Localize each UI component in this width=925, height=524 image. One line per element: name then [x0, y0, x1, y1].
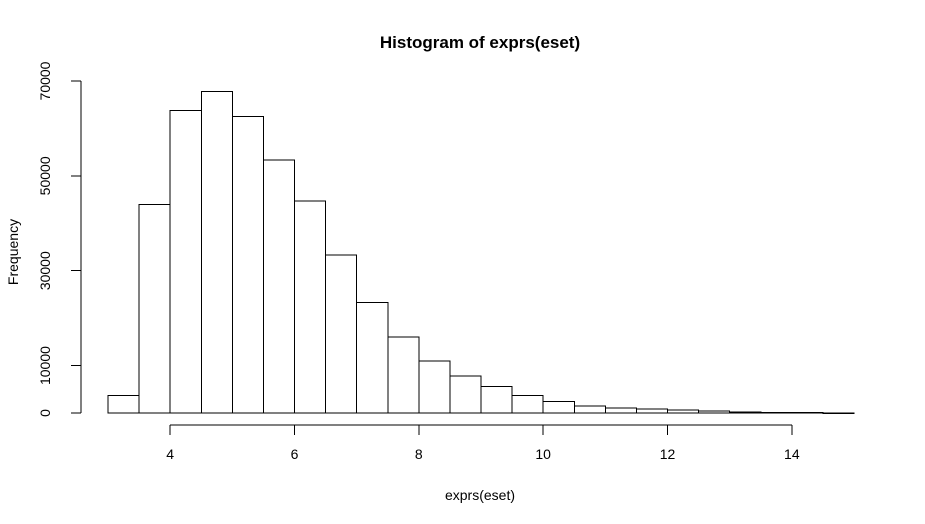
histogram-bar-5.0-5.5 [231, 116, 264, 414]
histogram-bars [107, 90, 855, 414]
x-axis-label: exprs(eset) [445, 487, 515, 503]
histogram-bar-3.0-3.5 [107, 394, 140, 414]
y-tick-label: 10000 [37, 346, 53, 385]
histogram-bar-9.0-9.5 [480, 385, 513, 414]
y-axis-label: Frequency [5, 219, 21, 285]
x-tick-label: 14 [784, 446, 800, 462]
histogram-bar-10.5-11.0 [573, 405, 606, 414]
y-tick-label: 50000 [37, 156, 53, 195]
y-tick-label: 70000 [37, 61, 53, 100]
x-tick-label: 4 [166, 446, 174, 462]
axes: 0 10000 30000 50000 70000 4 6 8 10 12 14 [37, 61, 854, 462]
histogram-bar-11.0-11.5 [604, 407, 637, 414]
histogram-bar-8.5-9.0 [449, 375, 482, 414]
histogram-bar-7.0-7.5 [356, 301, 389, 414]
y-tick-label: 30000 [37, 251, 53, 290]
histogram-bar-6.5-7.0 [325, 254, 358, 414]
histogram-bar-8.0-8.5 [418, 360, 451, 414]
histogram-bar-5.5-6.0 [262, 159, 295, 414]
histogram-bar-4.5-5.0 [200, 90, 233, 414]
histogram-bar-7.5-8.0 [387, 336, 420, 414]
histogram-bar-10.0-10.5 [542, 401, 575, 414]
x-tick-label: 10 [535, 446, 551, 462]
histogram-bar-3.5-4.0 [138, 203, 171, 414]
x-tick-label: 8 [415, 446, 423, 462]
chart-title: Histogram of exprs(eset) [380, 33, 580, 52]
histogram-bar-4.0-4.5 [169, 109, 202, 414]
x-tick-label: 6 [291, 446, 299, 462]
histogram-bar-6.0-6.5 [294, 200, 327, 414]
histogram-bar-11.5-12.0 [635, 408, 669, 414]
y-tick-label: 0 [37, 409, 53, 417]
x-tick-label: 12 [660, 446, 676, 462]
histogram-bar-9.5-10.0 [511, 394, 544, 414]
